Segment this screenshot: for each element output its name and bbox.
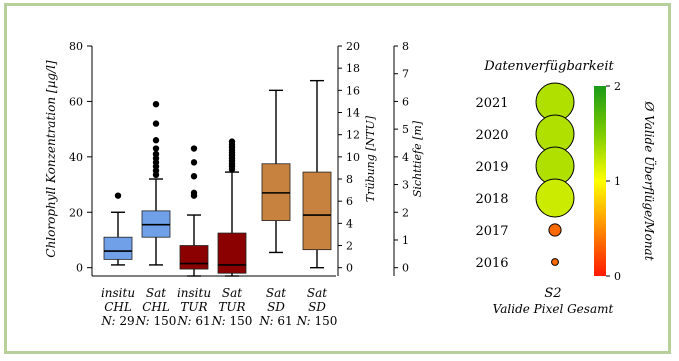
outlier-point — [152, 137, 160, 144]
category-label-line2: CHL — [104, 300, 132, 314]
secondary-tick-label: 20 — [346, 40, 360, 53]
year-label: 2021 — [475, 96, 508, 111]
y-tick-label-left: 20 — [69, 206, 83, 219]
secondary-tick-label: 0 — [402, 262, 409, 275]
secondary-tick-label: 0 — [346, 262, 353, 275]
colorbar-tick-label: 0 — [614, 270, 621, 283]
box-1 — [141, 100, 171, 266]
box-0 — [103, 192, 133, 266]
category-count: N: 61 — [258, 314, 292, 328]
secondary-tick-label: 4 — [346, 217, 353, 230]
outlier-point — [152, 100, 160, 108]
y-axis-label-truebung: Trübung [NTU] — [364, 115, 377, 202]
outlier-point — [190, 173, 198, 180]
colorbar-tick-label: 2 — [614, 80, 621, 93]
colorbar-label: Ø Valide Überflüge/Monat — [642, 100, 658, 260]
year-label: 2019 — [475, 160, 508, 175]
secondary-tick-label: 4 — [402, 151, 409, 164]
box-iqr — [103, 236, 133, 260]
secondary-tick-label: 8 — [402, 40, 409, 53]
category-count: N: 150 — [296, 314, 338, 328]
secondary-tick-label: 6 — [346, 195, 353, 208]
boxplot-chart: Chlorophyll Konzentration [µg/l] Trübung… — [44, 40, 424, 328]
box-3 — [217, 138, 247, 277]
category-count: N: 150 — [135, 314, 177, 328]
secondary-tick-label: 2 — [402, 206, 409, 219]
outlier-point — [152, 150, 160, 158]
category-label-line1: Sat — [146, 286, 166, 300]
y-tick-label-left: 60 — [69, 95, 83, 108]
category-label-line1: insitu — [177, 286, 211, 300]
box-iqr — [302, 171, 332, 251]
outlier-point — [114, 192, 122, 199]
availability-x-label: Valide Pixel Gesamt — [493, 302, 614, 316]
box-4 — [261, 89, 291, 254]
availability-x-category: S2 — [544, 286, 561, 301]
secondary-tick-label: 3 — [402, 179, 409, 192]
outlier-point — [152, 120, 160, 127]
category-label-line2: SD — [308, 300, 326, 314]
outlier-point — [190, 145, 198, 152]
y-axis-label-sichttiefe: Sichttiefe [m] — [411, 120, 424, 197]
year-label: 2020 — [475, 128, 508, 143]
year-label: 2017 — [475, 224, 508, 239]
secondary-tick-label: 18 — [346, 62, 360, 75]
secondary-tick-label: 1 — [402, 234, 409, 247]
category-label-line2: TUR — [180, 300, 207, 314]
availability-chart: Datenverfügbarkeit 2021 2020 2019 2018 2017 2… — [475, 59, 658, 316]
category-count: N: 61 — [176, 314, 210, 328]
y-tick-label-left: 0 — [76, 262, 83, 275]
secondary-tick-label: 8 — [346, 173, 353, 186]
category-label-line1: insitu — [101, 286, 135, 300]
outlier-point — [228, 138, 236, 145]
outlier-point — [190, 189, 198, 197]
secondary-tick-label: 16 — [346, 84, 360, 97]
box-2 — [179, 145, 209, 277]
category-label-line2: SD — [267, 300, 285, 314]
box-iqr — [217, 232, 247, 274]
category-count: N: 150 — [211, 314, 253, 328]
availability-bubble — [548, 223, 562, 237]
category-label-line1: Sat — [307, 286, 327, 300]
secondary-tick-label: 2 — [346, 240, 353, 253]
category-count: N: 29 — [100, 314, 134, 328]
availability-title: Datenverfügbarkeit — [483, 59, 614, 74]
secondary-tick-label: 14 — [346, 107, 360, 120]
box-5 — [302, 79, 332, 269]
year-label: 2016 — [475, 256, 508, 271]
box-iqr — [179, 245, 209, 270]
secondary-tick-label: 12 — [346, 129, 360, 142]
y-axis-label-chlorophyll: Chlorophyll Konzentration [µg/l] — [44, 60, 58, 258]
outlier-point — [190, 159, 198, 166]
category-label-line2: TUR — [218, 300, 245, 314]
year-label: 2018 — [475, 192, 508, 207]
colorbar-tick-label: 1 — [614, 175, 621, 188]
colorbar — [594, 86, 606, 276]
category-label-line1: Sat — [222, 286, 242, 300]
outlier-point — [152, 145, 160, 152]
secondary-tick-label: 7 — [402, 68, 409, 81]
secondary-tick-label: 6 — [402, 95, 409, 108]
y-tick-label-left: 80 — [69, 40, 83, 53]
secondary-tick-label: 5 — [402, 123, 409, 136]
category-label-line1: Sat — [266, 286, 286, 300]
availability-bubble — [535, 178, 575, 218]
availability-bubble — [551, 258, 559, 266]
y-tick-label-left: 40 — [69, 151, 83, 164]
secondary-tick-label: 10 — [346, 151, 360, 164]
category-label-line2: CHL — [142, 300, 170, 314]
